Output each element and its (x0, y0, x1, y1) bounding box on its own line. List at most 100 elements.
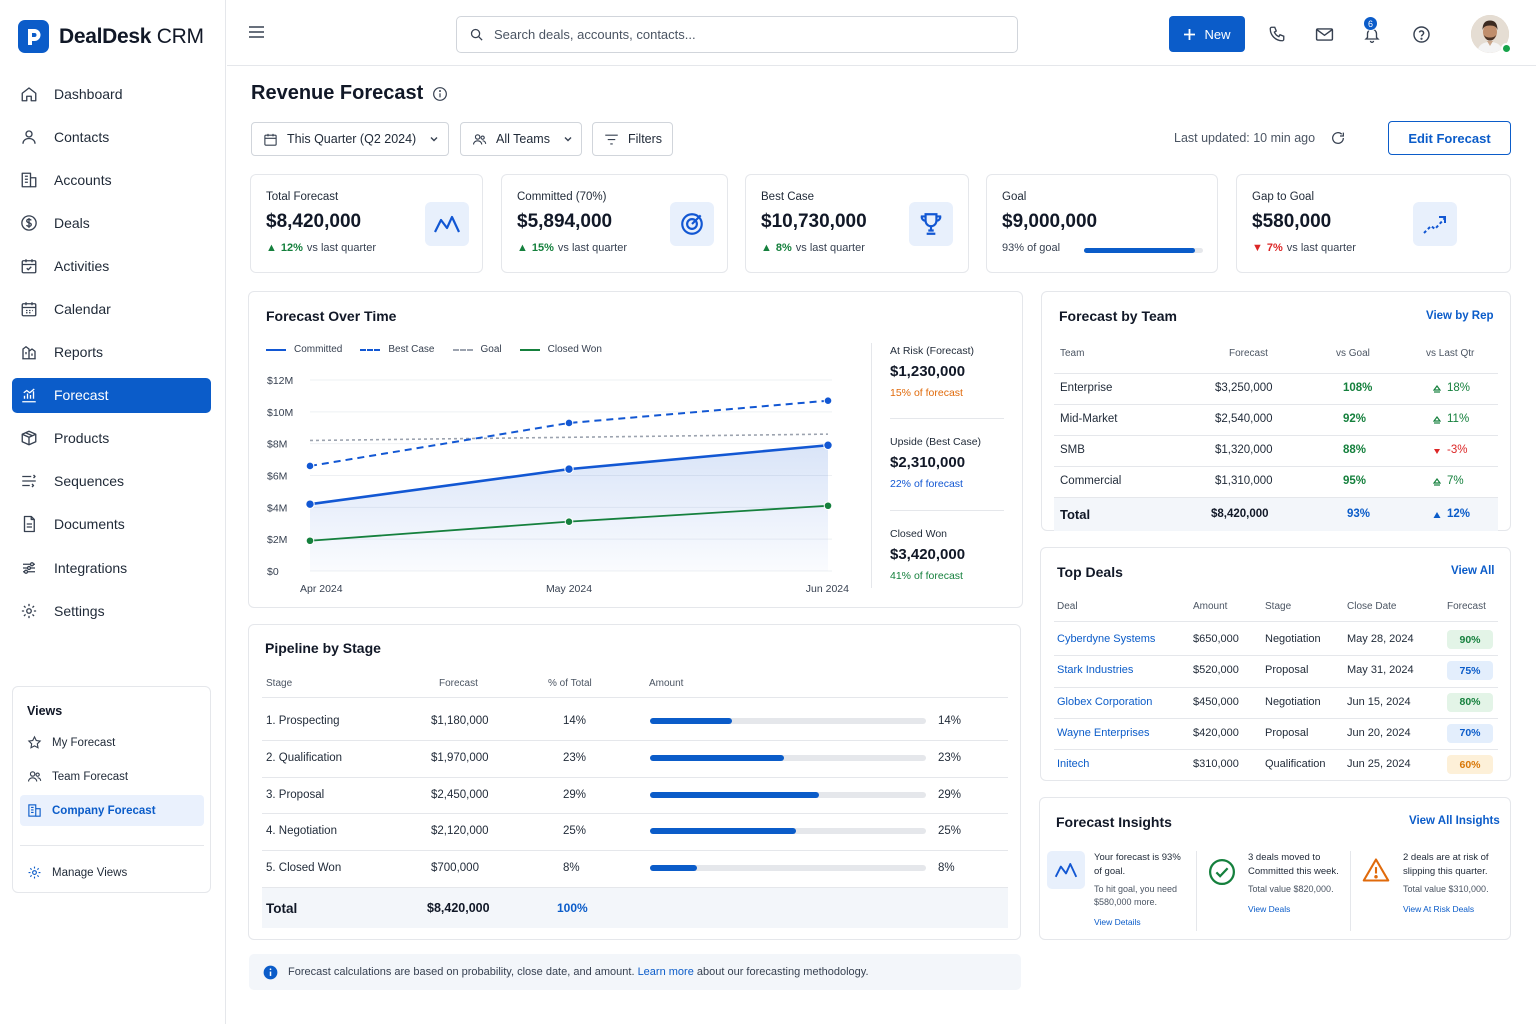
legend-swatch (452, 348, 473, 351)
trend-up-dashed-icon (1413, 202, 1457, 246)
y-tick-label: $10M (267, 407, 293, 419)
deal-name-link[interactable]: Wayne Enterprises (1057, 726, 1150, 739)
gear-icon (26, 865, 42, 881)
arrow-up-icon (1433, 511, 1441, 519)
side-stat-pct: 41% of forecast (890, 570, 1005, 582)
deal-name-link[interactable]: Globex Corporation (1057, 695, 1153, 708)
stage-bar-track (650, 718, 926, 724)
deal-close-date: May 31, 2024 (1347, 664, 1414, 677)
divider (1054, 466, 1498, 467)
nav-item-integrations[interactable]: Integrations (12, 550, 211, 585)
kpi-delta: ▲ 15% vs last quarter (517, 242, 627, 254)
insight-link[interactable]: View At Risk Deals (1403, 904, 1475, 914)
deal-forecast-badge: 75% (1447, 661, 1493, 681)
nav-item-calendar[interactable]: Calendar (12, 291, 211, 326)
deal-name-link[interactable]: Stark Industries (1057, 664, 1134, 677)
legend-swatch (519, 348, 540, 351)
edit-forecast-button[interactable]: Edit Forecast (1388, 121, 1511, 155)
view-item-my-forecast[interactable]: My Forecast (20, 727, 204, 758)
insight-item: Your forecast is 93% of goal. To hit goa… (1094, 851, 1190, 927)
refresh-icon[interactable] (1330, 130, 1346, 146)
kpi-label: Gap to Goal (1252, 191, 1315, 203)
y-tick-label: $0 (267, 566, 279, 578)
nav-item-label: Accounts (54, 171, 112, 188)
nav-item-label: Calendar (54, 300, 111, 317)
mail-icon[interactable] (1314, 24, 1334, 44)
users-icon (472, 132, 487, 147)
help-icon[interactable] (1411, 24, 1431, 44)
phone-icon[interactable] (1267, 24, 1287, 44)
nav-item-products[interactable]: Products (12, 421, 211, 456)
stage-bar-track (650, 791, 926, 798)
view-all-deals-link[interactable]: View All (1451, 565, 1495, 577)
kpi-value: $9,000,000 (1002, 211, 1098, 232)
deal-forecast-badge: 60% (1447, 755, 1493, 775)
stage-bar-fill (650, 754, 784, 761)
kpi-label: Best Case (761, 191, 815, 203)
team-name: Enterprise (1060, 382, 1113, 394)
menu-icon[interactable] (248, 25, 265, 39)
column-header-stage: Stage (266, 678, 293, 689)
stage-pct: 23% (563, 751, 587, 764)
kpi-delta-text: vs last quarter (557, 242, 628, 254)
stage-bar-track (650, 754, 926, 761)
nav-item-forecast[interactable]: Forecast (12, 377, 211, 413)
insight-link[interactable]: View Deals (1248, 904, 1291, 914)
nav-item-deals[interactable]: Deals (12, 205, 211, 240)
insight-link[interactable]: View Details (1094, 917, 1141, 927)
divider (20, 845, 204, 846)
deal-amount: $310,000 (1193, 758, 1239, 771)
calendar-icon (20, 300, 38, 318)
team-forecast: $2,540,000 (1215, 413, 1273, 425)
chart-icon (20, 386, 38, 404)
nav-item-documents[interactable]: Documents (12, 507, 211, 542)
view-item-label: Company Forecast (52, 804, 156, 817)
info-icon[interactable] (432, 86, 448, 102)
forecast-by-team-card (1041, 291, 1511, 531)
column-header-forecast: Forecast (439, 678, 478, 689)
stage-name: 4. Negotiation (266, 825, 337, 838)
manage-views-button[interactable]: Manage Views (20, 857, 204, 888)
best-case-point (823, 396, 833, 405)
nav-item-accounts[interactable]: Accounts (12, 162, 211, 197)
period-select[interactable]: This Quarter (Q2 2024) (251, 122, 449, 156)
search-box[interactable] (456, 16, 1018, 53)
new-button[interactable]: New (1169, 16, 1245, 52)
insights-title: Forecast Insights (1056, 814, 1172, 830)
search-input[interactable] (494, 27, 994, 42)
deal-stage: Negotiation (1265, 695, 1321, 708)
chart-legend: Committed Best Case Goal Closed Won (266, 344, 620, 355)
divider (890, 510, 1004, 511)
committed-point (305, 499, 315, 509)
kpi-label: Goal (1002, 191, 1027, 203)
nav-item-settings[interactable]: Settings (12, 593, 211, 628)
side-stat-value: $1,230,000 (890, 363, 966, 380)
view-item-team-forecast[interactable]: Team Forecast (20, 761, 204, 792)
nav-item-contacts[interactable]: Contacts (12, 119, 211, 154)
arrow-up-icon (1433, 416, 1441, 424)
kpi-delta-text: vs last quarter (1286, 242, 1356, 254)
column-header-close-date: Close Date (1347, 601, 1397, 612)
deal-name-link[interactable]: Initech (1057, 758, 1090, 771)
nav-item-sequences[interactable]: Sequences (12, 464, 211, 499)
app-logo[interactable]: DealDesk CRM (18, 20, 204, 53)
filters-button[interactable]: Filters (592, 122, 673, 156)
column-header-deal: Deal (1057, 601, 1078, 612)
divider (1196, 851, 1197, 931)
view-by-rep-link[interactable]: View by Rep (1426, 310, 1494, 322)
nav-item-dashboard[interactable]: Dashboard (12, 76, 211, 111)
kpi-delta-value: 12% (280, 242, 303, 254)
deal-name-link[interactable]: Cyberdyne Systems (1057, 633, 1156, 645)
legend-label: Closed Won (547, 344, 602, 355)
nav-item-activities[interactable]: Activities (12, 248, 211, 283)
view-all-insights-link[interactable]: View All Insights (1409, 815, 1500, 827)
learn-more-link[interactable]: Learn more (637, 966, 694, 978)
view-item-company-forecast[interactable]: Company Forecast (20, 795, 204, 826)
nav-item-reports[interactable]: Reports (12, 335, 211, 370)
side-stat-label: Closed Won (890, 528, 948, 540)
target-icon (670, 202, 714, 246)
side-stat-pct-text: of forecast (913, 570, 963, 582)
teams-select[interactable]: All Teams (460, 122, 582, 156)
legend-label: Best Case (388, 344, 435, 355)
y-tick-label: $2M (267, 534, 287, 546)
